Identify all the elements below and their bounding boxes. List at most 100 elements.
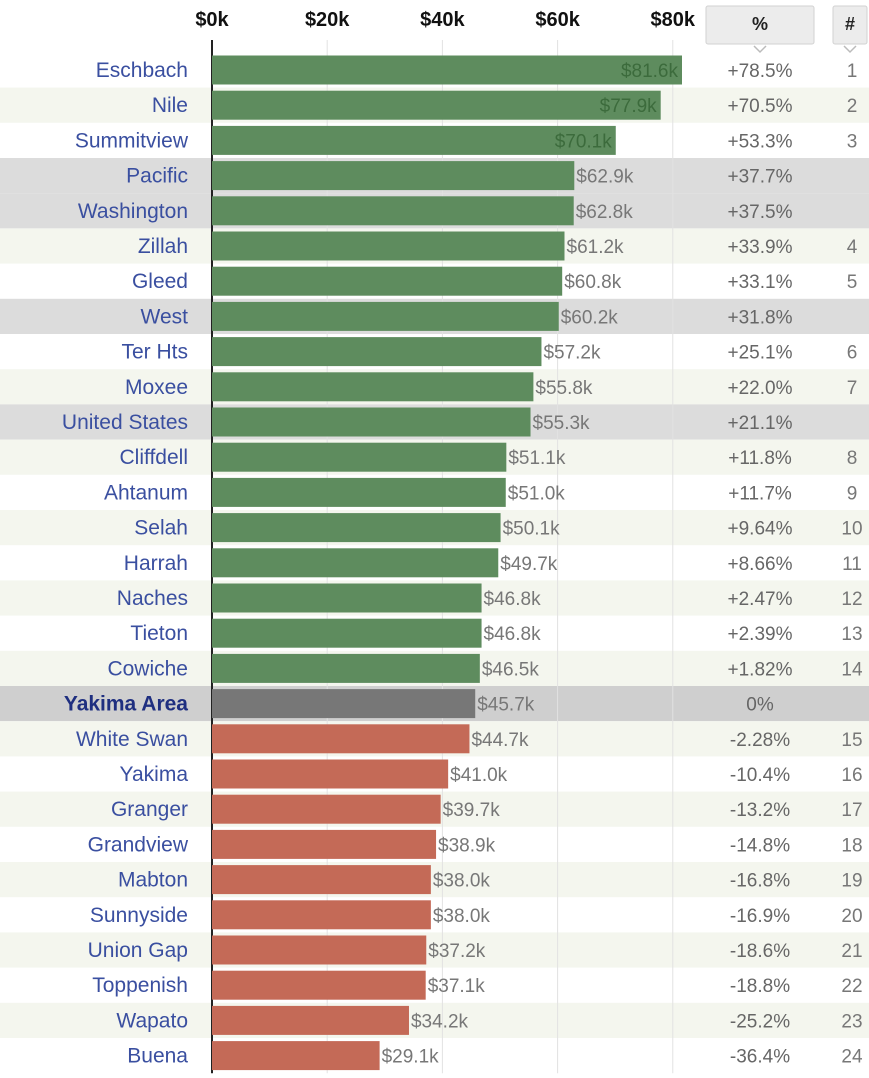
- bar[interactable]: [212, 231, 565, 261]
- row-label: Granger: [111, 798, 188, 821]
- row-label: Tieton: [130, 622, 188, 645]
- value-label: $38.0k: [433, 906, 491, 927]
- row-band: [0, 932, 869, 968]
- rank-label: 23: [841, 1011, 862, 1032]
- bar[interactable]: [212, 724, 470, 754]
- bar[interactable]: [212, 337, 542, 367]
- percent-label: +11.8%: [728, 448, 792, 469]
- row-label: Ter Hts: [121, 341, 188, 364]
- percent-label: +33.9%: [728, 237, 793, 258]
- bar[interactable]: [212, 301, 559, 331]
- bar[interactable]: [212, 1005, 409, 1035]
- bar[interactable]: [212, 407, 531, 437]
- rank-label: 1: [847, 61, 858, 82]
- bar[interactable]: [212, 583, 482, 613]
- rank-column-header-label: #: [845, 14, 855, 34]
- bar[interactable]: [212, 196, 574, 226]
- rank-label: 6: [847, 343, 858, 364]
- value-label: $41.0k: [450, 765, 508, 786]
- row-label: Zillah: [138, 235, 188, 258]
- rank-label: 17: [841, 800, 862, 821]
- rank-label: 8: [847, 448, 858, 469]
- row-label: Toppenish: [92, 974, 188, 997]
- percent-label: +8.66%: [728, 554, 793, 575]
- percent-label: -16.8%: [730, 871, 790, 892]
- row-label: West: [141, 305, 189, 328]
- percent-column-header-label: %: [752, 14, 768, 34]
- bar[interactable]: [212, 442, 507, 472]
- bar[interactable]: [212, 266, 563, 296]
- bar[interactable]: [212, 653, 480, 683]
- rank-label: 4: [847, 237, 858, 258]
- bar[interactable]: [212, 935, 427, 965]
- percent-label: +2.47%: [728, 589, 793, 610]
- row-label: Cowiche: [107, 657, 188, 680]
- rank-label: 5: [847, 272, 858, 293]
- row-label: Washington: [78, 200, 188, 223]
- percent-label: +11.7%: [728, 483, 792, 504]
- value-label: $61.2k: [567, 237, 625, 258]
- bar[interactable]: [212, 970, 426, 1000]
- bar[interactable]: [212, 618, 482, 648]
- value-label: $55.3k: [533, 413, 591, 434]
- percent-label: +37.7%: [728, 167, 793, 188]
- value-label: $81.6k: [621, 61, 679, 82]
- value-label: $50.1k: [503, 519, 561, 540]
- bar[interactable]: [212, 865, 431, 895]
- bar[interactable]: [212, 161, 575, 191]
- percent-label: +33.1%: [728, 272, 793, 293]
- percent-label: -36.4%: [730, 1047, 790, 1068]
- value-label: $60.2k: [561, 307, 619, 328]
- rank-label: 19: [841, 871, 862, 892]
- bar[interactable]: [212, 689, 476, 719]
- percent-label: +78.5%: [728, 61, 793, 82]
- value-label: $44.7k: [471, 730, 529, 751]
- percent-label: -25.2%: [730, 1011, 790, 1032]
- bar[interactable]: [212, 90, 661, 120]
- value-label: $46.5k: [482, 659, 540, 680]
- bar[interactable]: [212, 55, 682, 85]
- value-label: $45.7k: [477, 695, 535, 716]
- value-label: $46.8k: [484, 624, 542, 645]
- row-label: Cliffdell: [120, 446, 188, 469]
- percent-label: +21.1%: [728, 413, 793, 434]
- bar[interactable]: [212, 829, 437, 859]
- row-label: Wapato: [116, 1009, 188, 1032]
- row-label: Naches: [117, 587, 188, 610]
- percent-label: -10.4%: [730, 765, 790, 786]
- value-label: $57.2k: [543, 343, 601, 364]
- rank-label: 16: [841, 765, 862, 786]
- row-label: Yakima: [120, 763, 189, 786]
- value-label: $77.9k: [600, 96, 658, 117]
- percent-column-header[interactable]: [705, 5, 815, 45]
- value-label: $62.8k: [576, 202, 634, 223]
- row-label: Mabton: [118, 869, 188, 892]
- bar[interactable]: [212, 548, 499, 578]
- rank-label: 2: [847, 96, 858, 117]
- row-label: Pacific: [126, 165, 188, 188]
- bar[interactable]: [212, 759, 449, 789]
- rank-label: 9: [847, 483, 858, 504]
- rank-label: 22: [841, 976, 862, 997]
- row-band: [0, 862, 869, 898]
- bar[interactable]: [212, 372, 534, 402]
- rank-label: 24: [841, 1047, 863, 1068]
- bar[interactable]: [212, 1041, 380, 1071]
- row-label: Union Gap: [88, 939, 188, 962]
- row-label: Selah: [134, 517, 188, 540]
- bar[interactable]: [212, 794, 441, 824]
- bar[interactable]: [212, 477, 506, 507]
- rank-label: 7: [847, 378, 858, 399]
- sort-arrow-icon: [843, 45, 857, 54]
- row-label: Ahtanum: [104, 481, 188, 504]
- bar[interactable]: [212, 513, 501, 543]
- percent-label: +25.1%: [728, 343, 793, 364]
- bar[interactable]: [212, 125, 616, 155]
- rank-label: 13: [841, 624, 862, 645]
- bar[interactable]: [212, 900, 431, 930]
- rank-column-header[interactable]: [832, 5, 868, 45]
- x-tick-label: $60k: [535, 9, 580, 31]
- value-label: $38.9k: [438, 835, 496, 856]
- value-label: $51.1k: [508, 448, 566, 469]
